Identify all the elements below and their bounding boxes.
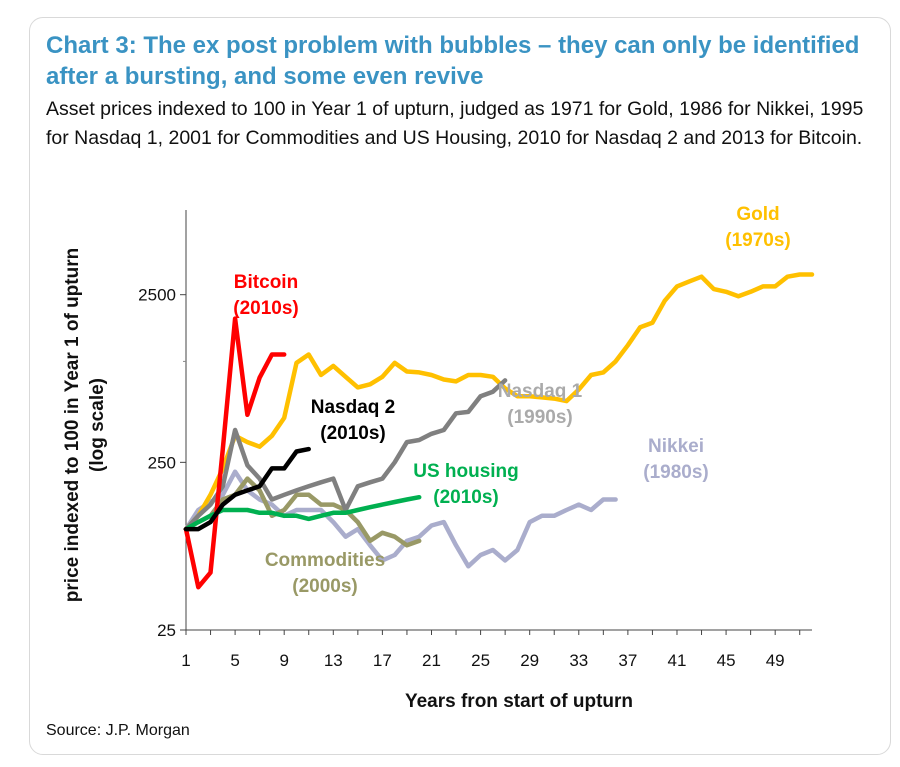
chart-series <box>183 272 815 590</box>
series-label-nasdaq-2: Nasdaq 2 (2010s) <box>311 397 395 444</box>
series-label-line: (2010s) <box>320 423 386 444</box>
series-line-nasdaq-1 <box>183 378 508 532</box>
series-label-line: (1980s) <box>643 462 709 483</box>
x-tick-label: 13 <box>324 651 343 670</box>
series-label-line: (2010s) <box>433 487 499 508</box>
x-tick-label: 45 <box>717 651 736 670</box>
x-axis-title: Years fron start of upturn <box>405 691 633 712</box>
x-tick-label: 17 <box>373 651 392 670</box>
series-line-bitcoin <box>183 316 287 590</box>
chart-subtitle: Asset prices indexed to 100 in Year 1 of… <box>46 98 864 149</box>
x-tick-label: 21 <box>422 651 441 670</box>
source-note: Source: J.P. Morgan <box>46 722 190 739</box>
series-label-bitcoin: Bitcoin (2010s) <box>233 272 299 319</box>
x-tick-label: 25 <box>471 651 490 670</box>
series-label-line: (2000s) <box>292 576 358 597</box>
x-tick-label: 1 <box>181 651 190 670</box>
series-label-line: Commodities <box>265 550 385 571</box>
series-label-line: Nasdaq 2 <box>311 397 395 418</box>
series-line-commodities <box>183 476 422 548</box>
chart-title: Chart 3: The ex post problem with bubble… <box>46 32 860 90</box>
x-tick-label: 41 <box>668 651 687 670</box>
x-tick-label: 49 <box>766 651 785 670</box>
y-axis-title-line: price indexed to 100 in Year 1 of upturn <box>62 248 83 602</box>
series-line-gold <box>183 272 815 532</box>
chart-card <box>29 17 891 755</box>
series-label-line: Bitcoin <box>234 272 298 293</box>
series-label-line: Nasdaq 1 <box>498 381 583 402</box>
series-line-nikkei <box>183 469 618 569</box>
series-label-commodities: Commodities (2000s) <box>265 550 385 597</box>
series-line-nasdaq-2 <box>183 446 311 532</box>
series-label-gold: Gold (1970s) <box>725 204 791 251</box>
series-label-line: (1970s) <box>725 230 791 251</box>
x-tick-label: 37 <box>618 651 637 670</box>
series-label-nasdaq-1: Nasdaq 1 (1990s) <box>498 381 583 428</box>
x-tick-label: 29 <box>520 651 539 670</box>
series-label-us-housing: US housing (2010s) <box>413 461 519 508</box>
y-tick-label: 2500 <box>138 286 176 305</box>
chart-axes: 25 250 2500 1 5 9 13 17 21 25 29 33 37 41 45 49 Years fr… <box>62 210 812 712</box>
series-label-line: Gold <box>736 204 779 225</box>
series-label-line: (1990s) <box>507 407 573 428</box>
series-label-nikkei: Nikkei (1980s) <box>643 436 709 483</box>
series-label-line: US housing <box>413 461 519 482</box>
series-label-line: Nikkei <box>648 436 704 457</box>
y-axis-title-line: (log scale) <box>87 378 108 472</box>
series-label-line: (2010s) <box>233 298 299 319</box>
y-tick-label: 250 <box>148 453 176 472</box>
series-line-us-housing <box>183 494 422 532</box>
x-tick-label: 33 <box>569 651 588 670</box>
y-axis-title: price indexed to 100 in Year 1 of upturn… <box>62 248 108 602</box>
x-tick-label: 9 <box>279 651 288 670</box>
y-tick-label: 25 <box>157 621 176 640</box>
chart-series-labels: Gold (1970s) Bitcoin (2010s) Nasdaq 1 (1990s)… <box>233 204 791 597</box>
x-tick-label: 5 <box>230 651 239 670</box>
